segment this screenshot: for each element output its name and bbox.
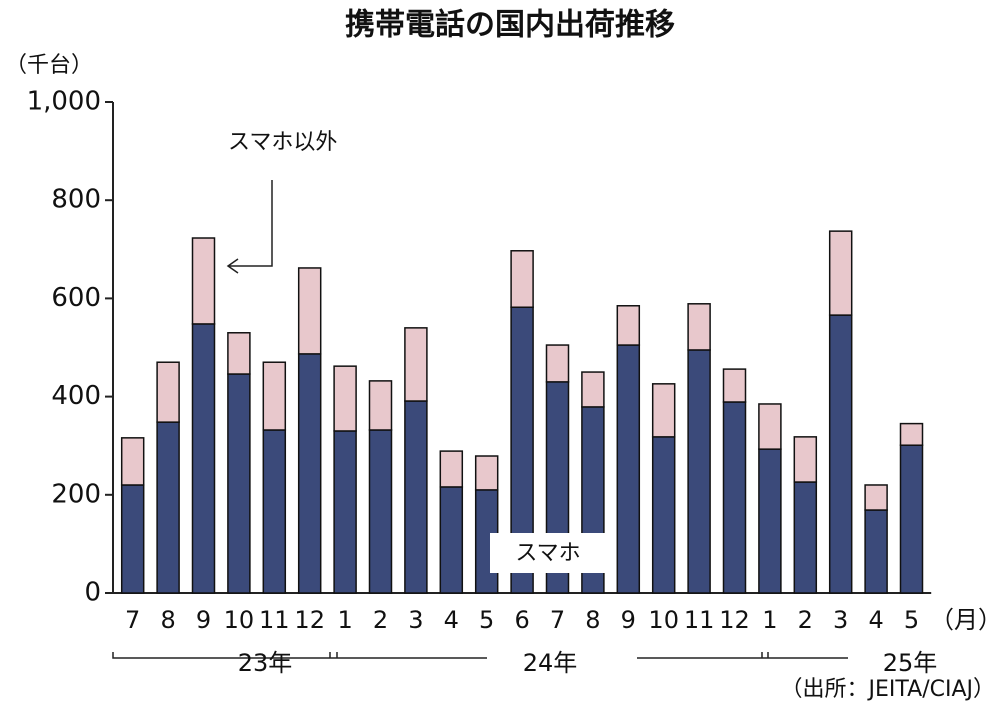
y-tick-label: 0 <box>84 578 101 608</box>
x-tick-label: 10 <box>648 606 679 634</box>
x-tick-label: 10 <box>224 606 255 634</box>
bar-segment <box>368 429 393 594</box>
bar-segment <box>191 323 216 594</box>
bar-segment <box>651 383 676 438</box>
bar-segment <box>687 349 711 594</box>
bar-segment <box>156 421 180 594</box>
bar-segment <box>758 403 782 450</box>
y-tick-label: 1,000 <box>27 87 101 117</box>
bar-segment <box>722 368 747 403</box>
x-tick-label: 8 <box>585 606 600 634</box>
y-tick-label: 800 <box>51 185 101 215</box>
bracket <box>637 652 848 659</box>
bar-segment <box>793 481 818 594</box>
bar-segment <box>864 509 888 594</box>
bar-segment <box>297 353 322 594</box>
bar-segment <box>722 401 747 594</box>
x-tick-label: 11 <box>684 606 715 634</box>
bar-segment <box>333 430 357 594</box>
bar-segment <box>899 444 924 594</box>
year-label: 23年 <box>238 649 293 677</box>
x-tick-label: 1 <box>762 606 777 634</box>
bar-segment <box>227 373 251 594</box>
series-annotation: スマホ <box>515 541 580 566</box>
bar-segment <box>474 455 499 491</box>
bar-segment <box>439 486 464 594</box>
x-tick-label: 11 <box>259 606 290 634</box>
bar-segment <box>333 365 357 432</box>
x-tick-label: 3 <box>833 606 848 634</box>
bar-segment <box>545 344 570 383</box>
x-tick-label: 4 <box>868 606 883 634</box>
bar-segment <box>120 484 145 594</box>
x-tick-label: 1 <box>337 606 352 634</box>
bracket <box>112 652 487 659</box>
x-tick-label: 12 <box>294 606 325 634</box>
bar-segment <box>120 437 145 486</box>
bar-segment <box>368 380 393 431</box>
year-label: 24年 <box>523 649 578 677</box>
x-unit: （月） <box>930 606 1000 634</box>
source: （出所：JEITA/CIAJ） <box>781 677 995 702</box>
bar-segment <box>616 305 641 346</box>
bar-segment <box>510 250 534 308</box>
x-tick-label: 2 <box>373 606 388 634</box>
x-tick-label: 2 <box>798 606 813 634</box>
bar-segment <box>297 267 322 355</box>
bar-segment <box>616 344 641 594</box>
x-tick-label: 9 <box>621 606 636 634</box>
bar-segment <box>191 237 216 325</box>
bar-segment <box>687 303 711 351</box>
bar-segment <box>828 314 853 594</box>
y-unit: （千台） <box>5 53 93 78</box>
annotation-arrow <box>226 180 273 274</box>
bar-segment <box>793 436 818 483</box>
bar-segment <box>404 327 428 402</box>
x-tick-label: 6 <box>514 606 529 634</box>
bar-segment <box>404 400 428 594</box>
x-tick-label: 3 <box>408 606 423 634</box>
bar-segment <box>227 332 251 375</box>
x-tick-label: 5 <box>479 606 494 634</box>
bar-segment <box>581 371 605 408</box>
bar-segment <box>439 450 464 488</box>
bar-segment <box>864 484 888 511</box>
bar-segment <box>651 436 676 594</box>
x-tick-label: 7 <box>550 606 565 634</box>
year-brackets <box>112 652 848 659</box>
bar-segment <box>828 230 853 316</box>
x-tick-label: 9 <box>196 606 211 634</box>
bar-segment <box>156 361 180 423</box>
annotation-box <box>490 533 606 573</box>
x-tick-label: 4 <box>444 606 459 634</box>
y-tick-label: 400 <box>51 381 101 411</box>
x-tick-label: 8 <box>160 606 175 634</box>
bar-segment <box>758 448 782 594</box>
x-tick-label: 12 <box>719 606 750 634</box>
bar-segment <box>262 361 287 431</box>
y-tick-label: 200 <box>51 479 101 509</box>
bar-segment <box>899 422 924 446</box>
bar-segment <box>262 429 287 594</box>
series-annotation: スマホ以外 <box>228 130 337 155</box>
x-tick-label: 5 <box>904 606 919 634</box>
chart-title: 携帯電話の国内出荷推移 <box>345 8 675 43</box>
year-label: 25年 <box>883 649 938 677</box>
y-tick-label: 600 <box>51 283 101 313</box>
x-tick-label: 7 <box>125 606 140 634</box>
